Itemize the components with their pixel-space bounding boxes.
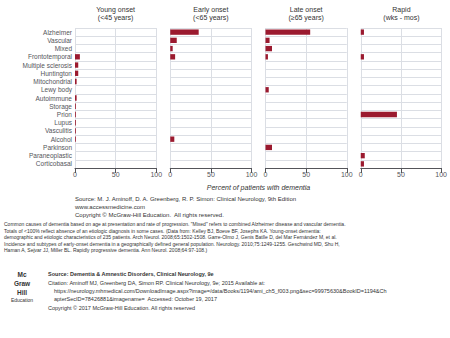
svg-text:50: 50 <box>112 171 120 178</box>
svg-text:Copyright © 2017 McGraw-Hill E: Copyright © 2017 McGraw-Hill Education. … <box>48 305 195 311</box>
svg-text:50: 50 <box>397 171 405 178</box>
svg-text:Copyright © McGraw-Hill Educat: Copyright © McGraw-Hill Education. All r… <box>75 212 224 218</box>
svg-text:Young onset: Young onset <box>96 6 135 14</box>
svg-text:Source: M. J. Aminoff, D. A. G: Source: M. J. Aminoff, D. A. Greenberg, … <box>75 196 296 202</box>
svg-text:(wks - mos): (wks - mos) <box>383 14 419 22</box>
svg-text:Education: Education <box>11 297 33 303</box>
svg-text:Graw: Graw <box>14 280 31 287</box>
svg-text:Alzheimer: Alzheimer <box>43 29 73 36</box>
svg-text:0: 0 <box>73 171 77 178</box>
svg-text:Incidence and subtypes of earl: Incidence and subtypes of early-onset de… <box>4 241 340 247</box>
svg-text:Multiple sclerosis: Multiple sclerosis <box>23 62 73 70</box>
svg-text:Storage: Storage <box>49 103 72 111</box>
svg-text:https://neurology.mhmedical.co: https://neurology.mhmedical.com/Download… <box>54 288 387 294</box>
svg-text:100: 100 <box>435 171 447 178</box>
svg-text:Lupus: Lupus <box>54 119 72 127</box>
svg-text:0: 0 <box>264 171 268 178</box>
svg-text:0: 0 <box>359 171 363 178</box>
svg-text:(≥65 years): (≥65 years) <box>288 14 323 22</box>
svg-text:Haman A, Sejvar JJ, Miller BL.: Haman A, Sejvar JJ, Miller BL. Rapidly p… <box>4 247 207 253</box>
svg-text:Paraneoplastic: Paraneoplastic <box>29 152 73 160</box>
svg-text:Late onset: Late onset <box>290 6 323 13</box>
svg-text:100: 100 <box>246 171 258 178</box>
svg-text:50: 50 <box>207 171 215 178</box>
svg-text:Vascular: Vascular <box>47 37 73 44</box>
svg-text:Mitochondrial: Mitochondrial <box>33 78 72 85</box>
svg-text:Lewy body: Lewy body <box>41 86 73 94</box>
svg-text:Huntington: Huntington <box>41 70 73 78</box>
svg-text:Common causes of dementia base: Common causes of dementia based on age a… <box>4 221 346 227</box>
svg-text:0: 0 <box>168 171 172 178</box>
svg-text:Hill: Hill <box>17 289 27 296</box>
svg-text:Mc: Mc <box>17 271 26 278</box>
svg-text:Prion: Prion <box>57 111 73 118</box>
svg-text:www.accessmedicine.com: www.accessmedicine.com <box>74 204 145 210</box>
svg-text:Autoimmune: Autoimmune <box>36 95 73 102</box>
svg-text:Mixed: Mixed <box>55 45 73 52</box>
svg-text:Frontotemporal: Frontotemporal <box>28 53 73 61</box>
svg-text:Totals of <100% reflect absenc: Totals of <100% reflect absence of an et… <box>4 228 321 234</box>
svg-text:Parkinson: Parkinson <box>43 144 72 151</box>
svg-text:(<65 years): (<65 years) <box>193 14 229 22</box>
svg-text:Vasculitis: Vasculitis <box>45 127 73 134</box>
svg-text:50: 50 <box>302 171 310 178</box>
svg-text:Corticobasal: Corticobasal <box>36 160 73 167</box>
svg-text:Early onset: Early onset <box>193 6 228 14</box>
svg-text:100: 100 <box>341 171 353 178</box>
svg-text:Citation: Aminoff MJ, Greenber: Citation: Aminoff MJ, Greenberg DA, Simo… <box>48 280 265 286</box>
svg-text:100: 100 <box>150 171 162 178</box>
svg-text:demographic and etiologic char: demographic and etiologic characteristic… <box>4 234 337 240</box>
svg-text:(<45 years): (<45 years) <box>98 14 134 22</box>
svg-text:apterSecID=78426881&imagename=: apterSecID=78426881&imagename= Accessed:… <box>54 296 217 302</box>
svg-text:Rapid: Rapid <box>392 6 410 14</box>
svg-text:Alcohol: Alcohol <box>51 136 73 143</box>
svg-text:Source: Dementia & Amnestic Di: Source: Dementia & Amnestic Disorders, C… <box>48 271 214 277</box>
svg-text:Percent of patients with demen: Percent of patients with dementia <box>207 184 311 192</box>
